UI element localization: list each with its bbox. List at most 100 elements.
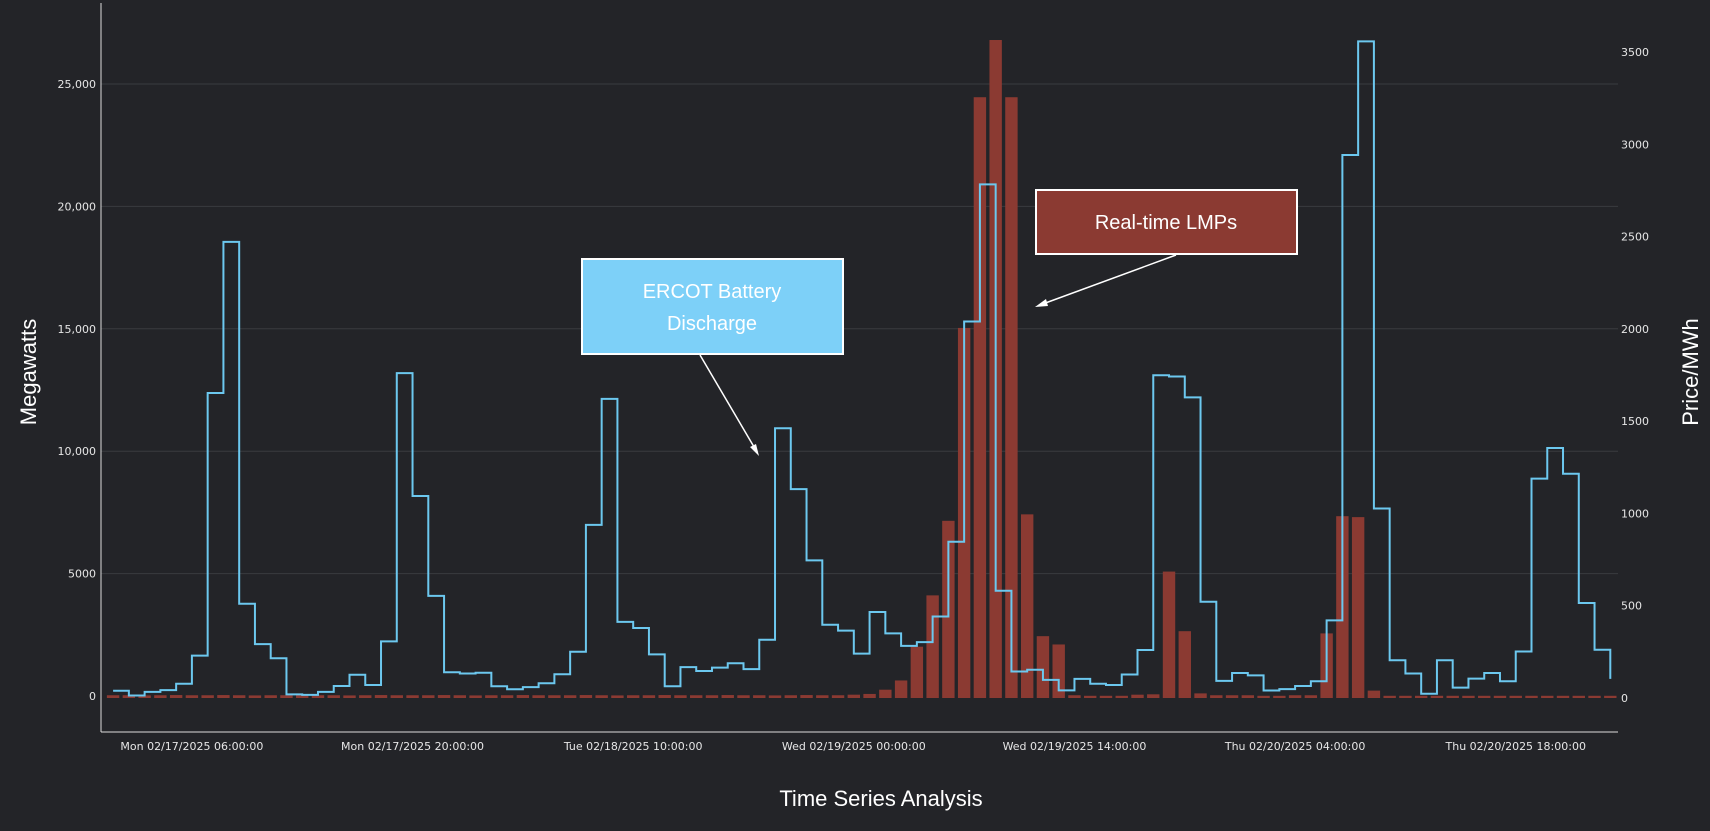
y-tick-label-right: 3000 <box>1621 138 1649 151</box>
lmp-bar <box>658 695 671 698</box>
lmp-bar <box>138 695 151 698</box>
arrowhead-icon <box>750 444 759 456</box>
lmp-bar <box>800 695 813 698</box>
y-tick-label-right: 1000 <box>1621 507 1649 520</box>
lmp-bar <box>154 695 167 698</box>
lmp-bar <box>248 695 262 698</box>
lmp-bar <box>1430 695 1444 698</box>
lmp-bar <box>1115 695 1128 698</box>
lmp-bar <box>122 695 136 698</box>
y-tick-label-left: 20,000 <box>58 200 97 213</box>
lmp-bar <box>721 695 734 698</box>
lmp-bar <box>406 695 419 698</box>
lmp-bar <box>816 695 829 698</box>
lmp-bar <box>926 595 939 698</box>
lmp-bar <box>847 694 861 698</box>
y-tick-label-left: 0 <box>89 690 96 703</box>
lmp-bar <box>1210 695 1223 698</box>
lmp-bar <box>1604 695 1617 698</box>
lmp-bar <box>1367 690 1381 698</box>
annotation-arrow <box>699 354 758 453</box>
y-tick-label-right: 2000 <box>1621 323 1649 336</box>
lmp-bar <box>910 646 924 698</box>
annotation-battery-discharge: ERCOT Battery Discharge <box>581 258 844 456</box>
lmp-bar <box>768 695 782 698</box>
annotation-box <box>581 258 844 355</box>
y-tick-label-right: 2500 <box>1621 231 1649 244</box>
lmp-bar <box>1572 695 1585 698</box>
x-tick-label: Wed 02/19/2025 00:00:00 <box>782 740 926 753</box>
lmp-bar <box>579 695 593 698</box>
lmp-bar <box>753 695 766 698</box>
lmp-bar <box>1541 695 1554 698</box>
lmp-bar <box>1509 695 1522 698</box>
y-axis-left-ticks: 0 5000 10,000 15,000 20,000 25,000 <box>58 78 97 703</box>
lmp-bar <box>1288 695 1302 698</box>
lmp-bar <box>1147 694 1160 698</box>
lmp-bar <box>611 695 624 698</box>
lmp-bar <box>863 693 876 698</box>
lmp-bar <box>642 695 656 698</box>
y-axis-right-title: Price/MWh <box>1678 318 1703 426</box>
lmp-bar <box>1225 695 1239 698</box>
lmp-bar <box>737 695 750 698</box>
lmp-bar <box>1020 514 1034 698</box>
y-axis-right-ticks: 0 500 1000 1500 2000 2500 3000 3500 <box>1621 46 1649 705</box>
lmp-bar <box>453 695 467 698</box>
annotation-text-line-2: Discharge <box>667 313 757 335</box>
lmp-bar <box>784 695 797 698</box>
y-tick-label-right: 500 <box>1621 600 1642 613</box>
lmp-bar <box>1257 695 1270 698</box>
lmp-bar <box>1478 695 1491 698</box>
lmp-bar <box>973 97 987 698</box>
lmp-bar <box>1556 695 1570 698</box>
lmp-bar <box>563 695 577 698</box>
lmp-bar <box>359 695 372 698</box>
lmp-bar <box>831 695 845 698</box>
lmp-bar <box>1241 695 1255 698</box>
lmp-bar <box>374 695 388 698</box>
annotation-box <box>1035 189 1298 255</box>
lmp-bar <box>1084 695 1097 698</box>
lmp-bar <box>1446 695 1459 698</box>
x-axis-ticks: Mon 02/17/2025 06:00:00 Mon 02/17/2025 20… <box>120 740 1586 753</box>
lmp-bar <box>1052 644 1065 698</box>
lmp-bar <box>1304 695 1318 698</box>
y-tick-label-right: 1500 <box>1621 415 1649 428</box>
x-tick-label: Tue 02/18/2025 10:00:00 <box>563 740 703 753</box>
lmp-bar <box>280 695 293 698</box>
lmp-bar <box>106 695 120 698</box>
lmp-bar <box>1525 695 1538 698</box>
lmp-bar <box>1493 695 1507 698</box>
lmp-bar <box>879 689 892 698</box>
lmp-bar <box>1131 694 1144 698</box>
lmp-bar <box>232 695 246 698</box>
y-tick-label-right: 3500 <box>1621 46 1649 59</box>
lmp-bar <box>201 695 214 698</box>
x-axis-title: Time Series Analysis <box>779 786 982 811</box>
y-axis-left-title: Megawatts <box>16 319 41 425</box>
lmp-bar <box>674 695 687 698</box>
lmp-bar <box>437 695 451 698</box>
x-tick-label: Thu 02/20/2025 18:00:00 <box>1445 740 1586 753</box>
lmp-bar <box>343 695 356 698</box>
lmp-bar <box>894 680 908 698</box>
lmp-bar <box>516 695 530 698</box>
battery-discharge-line <box>113 40 1612 697</box>
lmp-bar <box>1273 695 1286 698</box>
lmp-bar <box>485 695 498 698</box>
lmp-bar <box>705 695 719 698</box>
lmp-bar <box>311 695 325 698</box>
lmp-bar <box>469 695 482 698</box>
y-tick-label-right: 0 <box>1621 692 1628 705</box>
lmp-bar <box>500 695 514 698</box>
lmp-bar <box>327 695 340 698</box>
lmp-bar <box>185 695 199 698</box>
annotation-arrow <box>1039 254 1177 306</box>
lmp-bar <box>1194 693 1207 698</box>
lmp-bar <box>390 695 403 698</box>
lmp-bar <box>1068 695 1081 698</box>
lmp-bar <box>1383 695 1396 698</box>
arrowhead-icon <box>1035 299 1048 307</box>
